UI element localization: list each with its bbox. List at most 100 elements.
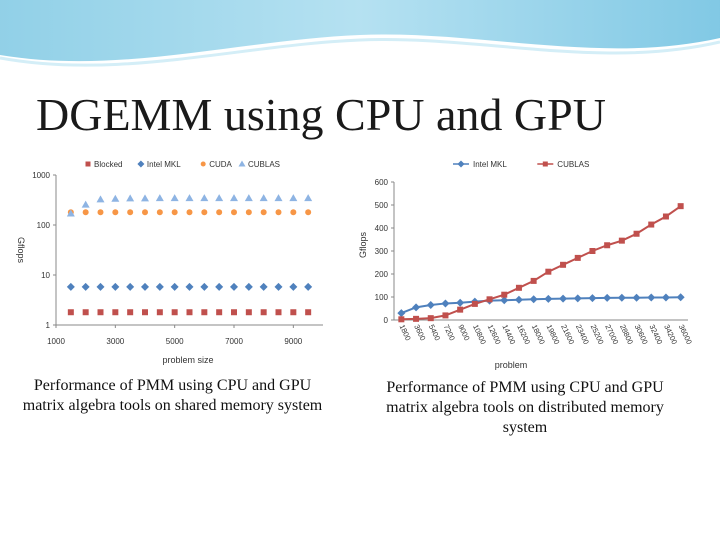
data-point [588,294,597,303]
x-tick-label: 1800 [398,323,413,342]
data-point [471,300,478,307]
y-tick-label: 100 [375,293,389,302]
chart-shared-memory: Blocked Intel MKL CUDA CUBLAS 1 10 100 1000 100… [16,160,323,365]
x-tick-label: 14400 [500,323,517,346]
data-point [170,282,179,291]
legend-marker [542,161,548,167]
data-point [529,295,538,304]
data-point [560,261,567,268]
data-point [573,294,582,303]
data-point [500,296,509,305]
data-point [156,309,163,316]
data-point [515,284,522,291]
data-point [618,237,625,244]
x-tick-label: 16200 [515,323,532,346]
data-point [486,296,493,303]
x-tick-label: 7000 [225,337,243,346]
data-point [661,293,670,302]
legend-marker [85,161,91,167]
chart-axes: 1 10 100 1000 1000 3000 5000 7000 9000 [32,171,323,346]
data-point [259,194,268,202]
x-tick-label: 5000 [166,337,184,346]
legend-label: Intel MKL [473,160,507,169]
data-point [304,194,313,202]
data-point [201,309,208,316]
data-point [200,282,209,291]
data-point [617,293,626,302]
data-point [662,213,669,220]
data-point [66,209,75,217]
x-tick-label: 5400 [427,323,442,342]
chart-marks [397,203,685,323]
data-point [441,299,450,308]
data-point [97,209,104,216]
data-point [142,209,148,216]
x-tick-label: 19800 [545,323,562,346]
x-tick-label: 36000 [677,323,694,346]
data-point [413,315,420,322]
x-tick-label: 9000 [456,323,471,342]
data-point [274,194,283,202]
y-tick-label: 1000 [32,171,50,180]
data-point [574,254,581,261]
x-tick-label: 25200 [589,323,606,346]
data-point [66,282,75,291]
data-point [155,194,164,202]
data-point [127,209,134,216]
x-tick-label: 18000 [530,323,547,346]
data-point [604,242,611,249]
y-tick-label: 600 [375,178,389,187]
chart-legend: Intel MKL CUBLAS [453,160,589,169]
data-point [186,209,193,216]
data-point [141,194,149,202]
data-point [442,312,449,319]
data-point [457,306,464,313]
data-point [96,282,105,291]
data-point [398,316,405,323]
data-point [633,230,640,237]
data-point [260,209,267,216]
data-point [304,282,313,291]
legend-label: CUBLAS [248,160,280,169]
data-point [245,309,252,316]
data-point [230,194,238,202]
data-point [111,194,120,202]
data-point [632,293,641,302]
y-tick-label: 0 [384,316,389,325]
data-point [530,277,537,284]
legend-label: CUBLAS [557,160,589,169]
data-point [275,209,282,216]
x-tick-label: 9000 [284,337,302,346]
data-point [215,282,224,291]
data-point [185,194,194,202]
data-point [231,209,237,216]
data-point [426,301,435,310]
y-tick-label: 1 [46,321,51,330]
legend-label: CUDA [209,160,232,169]
data-point [142,309,148,316]
x-tick-label: 30600 [633,323,650,346]
x-tick-label: 1000 [47,337,65,346]
data-point [141,282,149,291]
data-point [289,282,298,291]
data-point [544,294,553,303]
x-tick-label: 3600 [412,323,427,342]
data-point [305,309,312,316]
legend-label: Blocked [94,160,122,169]
data-point [200,194,209,202]
x-tick-label: 3000 [106,337,124,346]
data-point [305,209,312,216]
data-point [82,209,89,216]
data-point [230,282,238,291]
x-tick-label: 12600 [486,323,503,346]
data-point [82,309,89,316]
y-tick-label: 300 [375,247,389,256]
data-point [274,282,283,291]
data-point [231,309,237,316]
data-point [677,203,684,210]
data-point [275,309,282,316]
data-point [290,309,297,316]
data-point [260,309,267,316]
